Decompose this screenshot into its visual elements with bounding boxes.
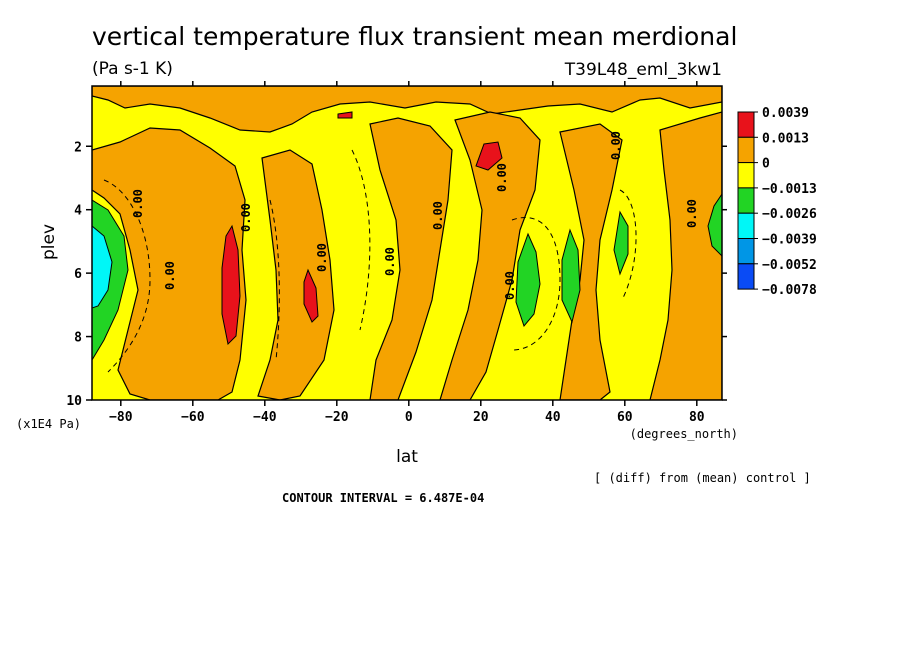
x-tick-label: −60 <box>181 410 205 425</box>
x-tick-label: 60 <box>617 410 633 425</box>
orange-column-80 <box>649 111 722 400</box>
orange-column-0 <box>369 117 453 400</box>
orange-top-band <box>92 86 722 133</box>
dashed-contour <box>619 189 637 301</box>
x-tick-label: −20 <box>325 410 349 425</box>
legend-label: −0.0078 <box>762 283 817 298</box>
legend-swatch <box>737 212 755 239</box>
y-tick-label: 8 <box>74 331 82 346</box>
negative-region-fills <box>92 193 722 361</box>
strong-positive-fills <box>221 111 503 346</box>
legend-label: 0.0039 <box>762 106 809 121</box>
x-tick-label: 40 <box>545 410 561 425</box>
legend-label: 0 <box>762 157 770 172</box>
orange-left-column <box>92 127 247 400</box>
dashed-contour <box>511 217 561 351</box>
legend-swatch <box>737 162 755 189</box>
chart-title: vertical temperature flux transient mean… <box>92 22 737 51</box>
contour-label: 0.00 <box>503 271 517 300</box>
legend-label: −0.0052 <box>762 258 817 273</box>
contour-label: 0.00 <box>495 163 509 192</box>
dashed-contour <box>269 199 280 361</box>
red-region-50S <box>221 224 241 346</box>
y-axis-units: (x1E4 Pa) <box>16 417 81 431</box>
cyan-region-far-left <box>92 225 113 309</box>
contour-label: 0.00 <box>131 189 145 218</box>
colorbar-legend: 0.0039 0.0013 0 −0.0013 −0.0026 −0.0039 −0.005… <box>737 106 817 298</box>
y-tick-label: 2 <box>74 140 82 155</box>
green-region-62N <box>613 210 629 276</box>
x-tick-label: 0 <box>405 410 413 425</box>
green-region-35N <box>515 232 541 328</box>
green-region-far-right <box>707 193 722 257</box>
legend-swatch <box>737 263 755 290</box>
red-region-27S <box>303 268 319 323</box>
x-axis-label: lat <box>396 447 418 467</box>
x-axis-units: (degrees_north) <box>630 427 738 441</box>
orange-column-55 <box>559 123 623 400</box>
y-tick-label: 6 <box>74 267 82 282</box>
run-label: T39L48_eml_3kw1 <box>564 60 722 80</box>
legend-swatch <box>737 136 755 164</box>
contour-label: 0.00 <box>315 243 329 272</box>
red-dash-top <box>337 111 353 119</box>
plot-frame <box>91 85 723 401</box>
contour-interval: CONTOUR INTERVAL = 6.487E-04 <box>282 491 484 505</box>
y-tick-label: 10 <box>66 394 82 409</box>
dashed-contour <box>351 149 371 331</box>
orange-column-m30 <box>257 149 335 400</box>
orange-column-20 <box>439 111 541 400</box>
x-tick-label: 20 <box>473 410 489 425</box>
legend-swatch <box>737 111 755 138</box>
x-tick-label: −80 <box>109 410 133 425</box>
contour-line-labels: 0.00 0.00 0.00 0.00 0.00 0.00 0.00 0.00 … <box>131 131 699 300</box>
legend-label: −0.0026 <box>762 207 817 222</box>
contour-label: 0.00 <box>431 201 445 230</box>
y-axis-label: plev <box>39 224 59 260</box>
legend-label: −0.0013 <box>762 182 817 197</box>
plot-area: 0.00 0.00 0.00 0.00 0.00 0.00 0.00 0.00 … <box>92 86 722 400</box>
legend-swatch <box>737 238 755 265</box>
green-region-45N <box>561 228 581 324</box>
diff-note: [ (diff) from (mean) control ] <box>594 471 811 485</box>
units-label: (Pa s-1 K) <box>92 59 173 79</box>
contour-label: 0.00 <box>685 199 699 228</box>
positive-region-fills <box>92 86 722 400</box>
legend-label: 0.0013 <box>762 131 809 146</box>
contour-label: 0.00 <box>239 203 253 232</box>
legend-label: −0.0039 <box>762 233 817 248</box>
x-axis: −80 −60 −40 −20 0 20 40 60 80 <box>109 81 705 425</box>
x-tick-label: −40 <box>253 410 277 425</box>
contour-label: 0.00 <box>383 247 397 276</box>
y-tick-label: 4 <box>74 204 82 219</box>
x-tick-label: 80 <box>689 410 705 425</box>
contour-label: 0.00 <box>609 131 623 160</box>
contour-label: 0.00 <box>163 261 177 290</box>
legend-swatch <box>737 187 755 214</box>
red-region-23N <box>475 141 503 171</box>
negative-contour-lines <box>103 149 637 373</box>
y-axis: 2 4 6 8 10 <box>66 140 727 409</box>
